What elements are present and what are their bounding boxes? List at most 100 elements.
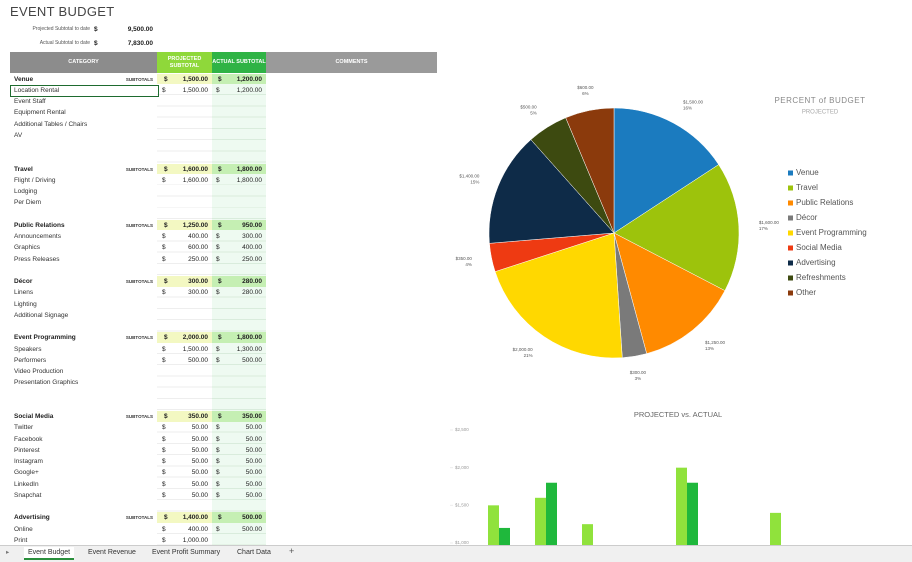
subtotal-actual-cell (212, 332, 266, 343)
section-name: Public Relations (14, 221, 65, 229)
legend-label: Advertising (796, 258, 836, 267)
subtotal-actual: 1,200.00 (236, 75, 262, 83)
summary-value: 7,830.00 (127, 40, 153, 47)
slice-value-label: $2,000.00 (513, 347, 534, 352)
item-projected: 1,500.00 (182, 345, 208, 353)
currency: $ (162, 176, 166, 184)
currency: $ (216, 491, 220, 499)
column-header: ACTUAL SUBTOTAL (212, 52, 266, 73)
summary-label: Projected Subtotal to date (32, 26, 90, 32)
item-actual: 50.00 (245, 491, 262, 499)
slice-percent-label: 4% (465, 262, 472, 267)
item-name: Print (14, 536, 28, 544)
item-name: Performers (14, 356, 47, 364)
subtotal-label: SUBTOTALS (125, 166, 153, 172)
item-actual: 50.00 (245, 446, 262, 454)
slice-value-label: $1,250.00 (705, 340, 726, 345)
pie-subtitle: PROJECTED (802, 110, 839, 116)
legend-label: Venue (796, 168, 819, 177)
subtotal-actual-cell (212, 163, 266, 174)
item-actual: 50.00 (245, 435, 262, 443)
pie-slice (613, 164, 740, 292)
sheet-title: EVENT BUDGET (10, 4, 115, 19)
legend-swatch (788, 275, 793, 281)
currency: $ (216, 233, 220, 240)
sheet-tab[interactable]: Event Revenue (88, 549, 136, 556)
currency: $ (216, 458, 220, 465)
slice-value-label: $1,600.00 (759, 220, 780, 225)
item-name: Lodging (14, 188, 38, 195)
currency: $ (162, 86, 166, 94)
item-name: Speakers (14, 345, 42, 353)
currency: $ (162, 458, 166, 465)
tab-bar (0, 545, 912, 562)
item-projected: 50.00 (191, 424, 208, 432)
subtotal-actual: 280.00 (242, 278, 262, 285)
legend-swatch (788, 215, 793, 221)
item-name: Lighting (14, 300, 37, 308)
currency: $ (216, 446, 220, 454)
item-projected: 50.00 (191, 435, 208, 443)
section-name: Décor (14, 278, 33, 285)
item-projected: 50.00 (191, 458, 208, 465)
subtotal-projected: 1,500.00 (182, 75, 208, 83)
currency: $ (216, 255, 220, 263)
item-projected: 1,500.00 (182, 86, 208, 94)
item-name: AV (14, 131, 23, 139)
item-name: Snapchat (14, 491, 42, 499)
y-tick-label: $1,500 (455, 503, 469, 508)
subtotal-label: SUBTOTALS (125, 76, 153, 82)
currency: $ (162, 356, 166, 364)
legend-swatch (788, 260, 793, 266)
section-name: Advertising (14, 514, 50, 522)
item-projected: 250.00 (188, 255, 208, 263)
subtotal-label: SUBTOTALS (125, 515, 153, 521)
y-tick-label: $2,000 (455, 465, 469, 470)
subtotal-projected: 1,400.00 (182, 514, 208, 522)
bar (770, 512, 781, 545)
currency: $ (162, 491, 166, 499)
bar-title: PROJECTED vs. ACTUAL (634, 410, 722, 419)
item-name: Event Staff (14, 98, 46, 105)
currency: $ (164, 165, 168, 173)
subtotal-projected-cell (157, 332, 212, 343)
currency: $ (162, 424, 166, 432)
legend-swatch (788, 200, 793, 206)
pie-slice (494, 232, 623, 359)
legend-swatch (788, 230, 793, 236)
section-name: Travel (14, 165, 33, 173)
currency: $ (216, 525, 220, 533)
currency: $ (162, 536, 166, 544)
section-name: Event Programming (14, 334, 76, 342)
subtotal-projected: 350.00 (188, 413, 208, 420)
item-name: Instagram (14, 458, 43, 465)
subtotal-actual: 1,800.00 (236, 334, 262, 342)
item-name: Per Diem (14, 199, 42, 207)
item-projected: 400.00 (188, 233, 208, 240)
legend-swatch (788, 290, 793, 296)
bar (676, 467, 687, 545)
item-name: Google+ (14, 469, 39, 477)
subtotal-actual-cell (212, 276, 266, 287)
item-name: Additional Tables / Chairs (14, 120, 88, 128)
sheet-tab[interactable]: Event Budget (24, 547, 75, 560)
subtotal-actual: 950.00 (242, 221, 262, 229)
item-name: Location Rental (14, 86, 60, 94)
sheet-tab[interactable]: Chart Data (237, 549, 271, 556)
add-sheet[interactable]: + (289, 546, 295, 556)
subtotal-actual: 350.00 (242, 413, 262, 420)
subtotal-projected: 1,250.00 (182, 221, 208, 229)
item-projected: 50.00 (191, 480, 208, 488)
currency: $ (162, 244, 166, 252)
currency: $ (162, 255, 166, 263)
currency: $ (218, 278, 222, 285)
currency: $ (164, 278, 168, 285)
slice-percent-label: 3% (635, 376, 642, 381)
subtotal-actual-cell (212, 219, 266, 231)
slice-percent-label: 5% (530, 111, 537, 116)
slice-percent-label: 17% (759, 226, 768, 231)
slice-percent-label: 6% (582, 91, 589, 96)
legend-label: Décor (796, 213, 818, 222)
sheet-tab[interactable]: Event Profit Summary (152, 549, 221, 556)
item-name: Video Production (14, 368, 64, 375)
